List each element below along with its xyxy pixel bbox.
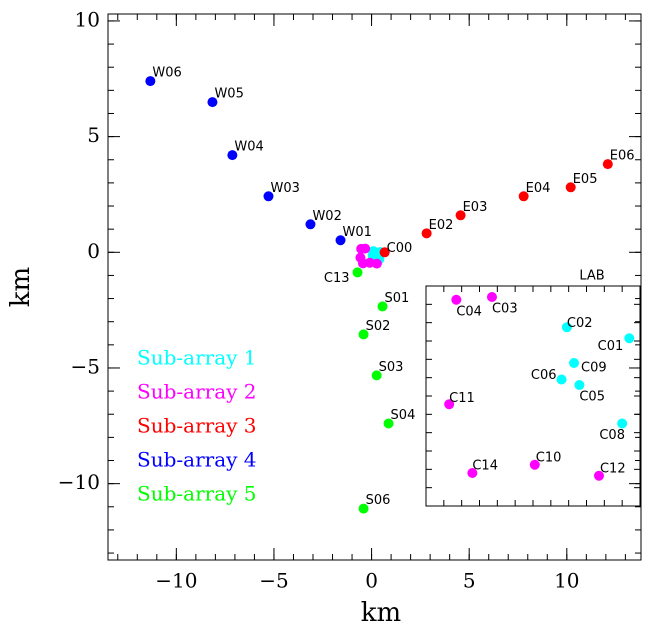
point-label: S02 [366, 319, 391, 334]
inset-point [451, 294, 462, 305]
plot-frame [107, 13, 642, 561]
station-point [383, 418, 394, 429]
x-tick-label: −10 [155, 569, 197, 593]
y-tick-label: 0 [87, 239, 100, 263]
inset-title: LAB [579, 269, 604, 284]
point-label: C04 [456, 304, 482, 319]
point-label: C10 [536, 450, 562, 465]
station-point [421, 228, 432, 239]
station-point [358, 503, 369, 514]
point-label: W02 [312, 209, 341, 224]
inset-point [624, 333, 635, 344]
point-label: C02 [567, 316, 593, 331]
station-point [227, 150, 238, 161]
inset-point [569, 358, 580, 368]
y-tick-label: 5 [87, 123, 100, 147]
station-point [145, 76, 156, 87]
inset-point [574, 380, 585, 390]
legend-entry: Sub-array 2 [137, 380, 257, 404]
station-point [356, 243, 367, 254]
inset-point [561, 322, 572, 333]
x-tick-label: 5 [463, 569, 476, 593]
station-point [371, 258, 382, 269]
point-label: E02 [429, 218, 454, 233]
station-point [335, 235, 346, 246]
x-tick-label: 0 [365, 569, 378, 593]
y-tick-label: 10 [75, 7, 100, 31]
inset-point [467, 468, 478, 478]
legend-entry: Sub-array 1 [137, 346, 257, 370]
inset-point [617, 418, 628, 429]
point-label: S06 [366, 493, 391, 508]
point-label: C14 [472, 459, 498, 474]
point-label: E06 [610, 149, 635, 164]
point-label: E03 [463, 200, 488, 215]
point-label: C01 [598, 339, 624, 354]
point-label: C03 [492, 302, 518, 317]
point-label: W06 [152, 66, 181, 81]
point-label: E05 [573, 172, 598, 187]
station-point [379, 247, 390, 258]
legend-entry: Sub-array 3 [137, 414, 257, 438]
point-label: C13 [324, 271, 350, 286]
station-point [455, 210, 466, 221]
point-label: W03 [270, 181, 299, 196]
inset-point [556, 374, 567, 385]
point-label: C09 [581, 361, 607, 376]
point-label: C00 [387, 241, 413, 256]
station-point [369, 249, 380, 260]
station-point [377, 301, 388, 312]
inset-point [486, 292, 497, 302]
inset-point [529, 459, 540, 470]
point-label: E04 [526, 181, 551, 196]
station-point [207, 97, 218, 108]
point-label: W01 [343, 225, 372, 240]
point-label: S01 [385, 291, 410, 306]
point-label: C12 [600, 461, 626, 476]
inset-point [593, 470, 604, 481]
station-point [565, 182, 576, 193]
y-tick-label: −10 [58, 470, 100, 494]
x-tick-label: −5 [259, 569, 288, 593]
point-label: C06 [531, 368, 557, 383]
station-point [352, 267, 363, 278]
station-point [263, 191, 274, 202]
station-point [371, 370, 382, 381]
point-label: S04 [391, 408, 416, 423]
point-label: C05 [579, 390, 605, 405]
legend-entry: Sub-array 5 [137, 482, 257, 506]
station-point [518, 191, 529, 202]
point-label: C11 [449, 391, 475, 406]
station-point [602, 159, 613, 170]
y-axis-label: km [6, 267, 36, 307]
point-label: S03 [379, 360, 404, 375]
station-point [357, 258, 368, 269]
station-point [358, 329, 369, 340]
legend-entry: Sub-array 4 [137, 448, 257, 472]
y-tick-label: −5 [71, 354, 100, 378]
point-label: W04 [234, 140, 263, 155]
x-axis-label: km [361, 598, 401, 627]
point-label: C08 [599, 428, 625, 443]
point-label: W05 [214, 87, 243, 102]
x-tick-label: 10 [554, 569, 579, 593]
station-point [305, 219, 316, 230]
inset-point [444, 399, 455, 410]
